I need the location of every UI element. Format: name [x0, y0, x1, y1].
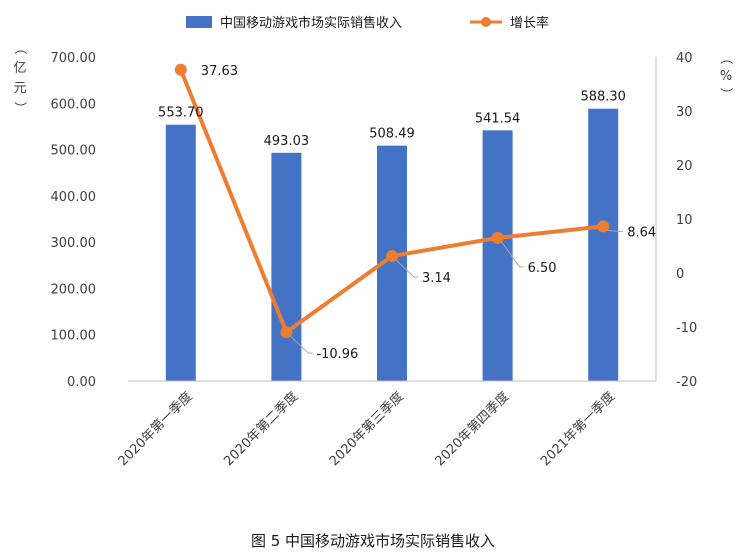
revenue-data-label: 541.54: [475, 111, 521, 126]
right-axis-tick-label: -10: [676, 321, 697, 336]
left-axis-unit-char: （: [12, 41, 27, 54]
revenue-bar: [482, 130, 513, 381]
growth-rate-leader-line: [607, 229, 624, 232]
growth-rate-leader-line: [290, 335, 313, 354]
category-label: 2020年第一季度: [115, 389, 196, 470]
left-axis-tick-label: 600.00: [51, 97, 97, 112]
left-axis-tick-label: 0.00: [67, 375, 96, 390]
revenue-data-label: 588.30: [580, 90, 626, 105]
growth-rate-point: [597, 220, 610, 233]
bar-series: [165, 108, 619, 381]
left-axis-tick-label: 100.00: [51, 329, 97, 344]
growth-rate-data-label: 37.63: [201, 64, 238, 79]
right-axis-ticks: -20 -10 0 10 20 30 40: [676, 51, 697, 390]
growth-rate-data-label: 6.50: [528, 261, 557, 276]
legend: 中国移动游戏市场实际销售收入 增长率: [186, 15, 549, 31]
revenue-data-label: 493.03: [264, 134, 310, 149]
revenue-data-label: 508.49: [369, 127, 415, 142]
legend-swatch-revenue: [186, 16, 212, 28]
left-axis-tick-label: 400.00: [51, 190, 97, 205]
right-axis-unit-char: ）: [718, 87, 733, 100]
category-label: 2020年第三季度: [326, 389, 407, 470]
figure-caption: 图 5 中国移动游戏市场实际销售收入: [251, 532, 495, 550]
growth-rate-data-label: 3.14: [422, 271, 451, 286]
category-label: 2021年第一季度: [537, 389, 618, 470]
axis-lines: [128, 57, 657, 382]
right-axis-tick-label: 0: [676, 267, 684, 282]
growth-rate-point: [386, 250, 398, 263]
growth-rate-leader-line: [395, 259, 418, 278]
revenue-bar: [165, 124, 196, 381]
revenue-bar: [588, 108, 619, 381]
left-axis-tick-label: 300.00: [51, 236, 97, 251]
legend-label-growth-rate: 增长率: [510, 15, 549, 31]
growth-rate-data-label: 8.64: [627, 225, 656, 240]
left-axis-unit-label: （ 亿元 ）: [12, 41, 27, 114]
growth-rate-point: [491, 231, 504, 244]
line-series: [174, 63, 610, 339]
left-axis-unit-char: 亿: [13, 61, 26, 76]
category-label: 2020年第四季度: [432, 389, 513, 470]
revenue-data-label: 553.70: [158, 106, 204, 121]
right-axis-tick-label: 10: [676, 213, 693, 228]
left-axis-unit-char: ）: [12, 101, 27, 114]
right-axis-unit-label: （% ）: [718, 51, 733, 100]
right-axis-unit-char: %: [720, 69, 732, 84]
category-label: 2020年第二季度: [221, 389, 302, 470]
left-axis-unit-char: 元: [13, 81, 26, 96]
growth-rate-point: [280, 326, 293, 339]
right-axis-tick-label: 30: [676, 105, 693, 120]
right-axis-tick-label: -20: [676, 375, 697, 390]
left-axis-ticks: 0.00 100.00 200.00 300.00 400.00 500.00 600.00…: [51, 51, 97, 390]
right-axis-unit-char: （: [718, 51, 733, 64]
growth-rate-data-label: -10.96: [316, 347, 358, 362]
bar-data-labels: 553.70 493.03 508.49 541.54 588.30: [158, 90, 626, 149]
left-axis-tick-label: 700.00: [51, 51, 97, 66]
legend-label-revenue: 中国移动游戏市场实际销售收入: [220, 15, 402, 31]
category-labels: 2020年第一季度 2020年第二季度 2020年第三季度 2020年第四季度 2021…: [115, 389, 618, 470]
legend-marker-growth-rate: [481, 17, 491, 27]
revenue-bar: [271, 152, 302, 381]
growth-rate-leader-line: [501, 241, 524, 268]
right-axis-tick-label: 40: [676, 51, 693, 66]
line-data-labels: 37.63 -10.96 3.14 6.50 8.64: [201, 64, 656, 362]
right-axis-tick-label: 20: [676, 159, 693, 174]
left-axis-tick-label: 200.00: [51, 282, 97, 297]
left-axis-tick-label: 500.00: [51, 144, 97, 159]
growth-rate-point: [174, 63, 187, 76]
